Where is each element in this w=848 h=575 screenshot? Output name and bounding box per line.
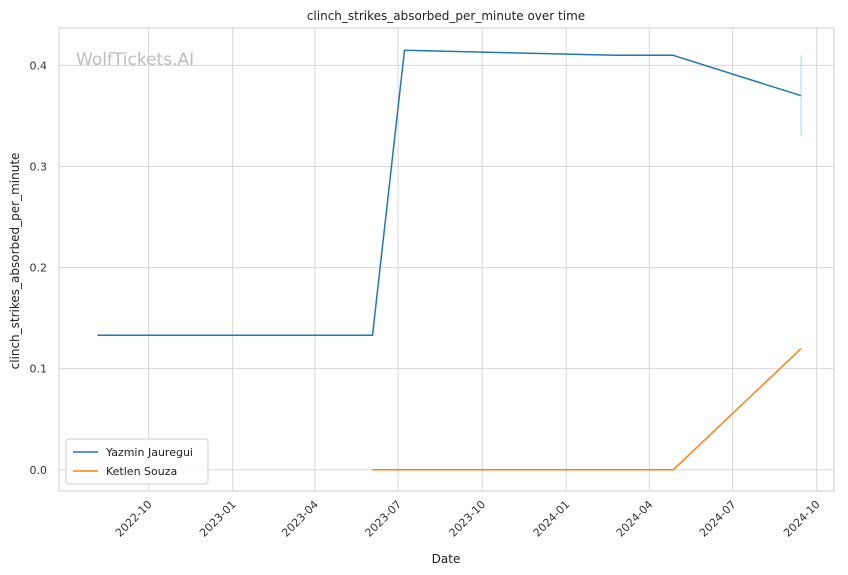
series-marks — [97, 49, 802, 471]
legend: Yazmin Jauregui Ketlen Souza — [65, 438, 209, 485]
chart-title: clinch_strikes_absorbed_per_minute over … — [307, 9, 585, 23]
x-axis-label: Date — [432, 552, 461, 566]
watermark-text: WolfTickets.AI — [76, 50, 194, 70]
plot-frame — [58, 27, 835, 492]
legend-label: Yazmin Jauregui — [105, 446, 193, 459]
y-tick-label: 0.2 — [30, 262, 48, 275]
series-line — [97, 49, 802, 337]
legend-label: Ketlen Souza — [106, 465, 177, 478]
y-tick-label: 0.0 — [30, 464, 48, 477]
legend-box — [65, 438, 209, 485]
series-line — [372, 347, 802, 471]
y-tick-label: 0.3 — [30, 160, 48, 173]
y-tick-label: 0.4 — [30, 59, 48, 72]
y-axis-label: clinch_strikes_absorbed_per_minute — [8, 153, 22, 370]
y-tick-label: 0.1 — [30, 363, 48, 376]
